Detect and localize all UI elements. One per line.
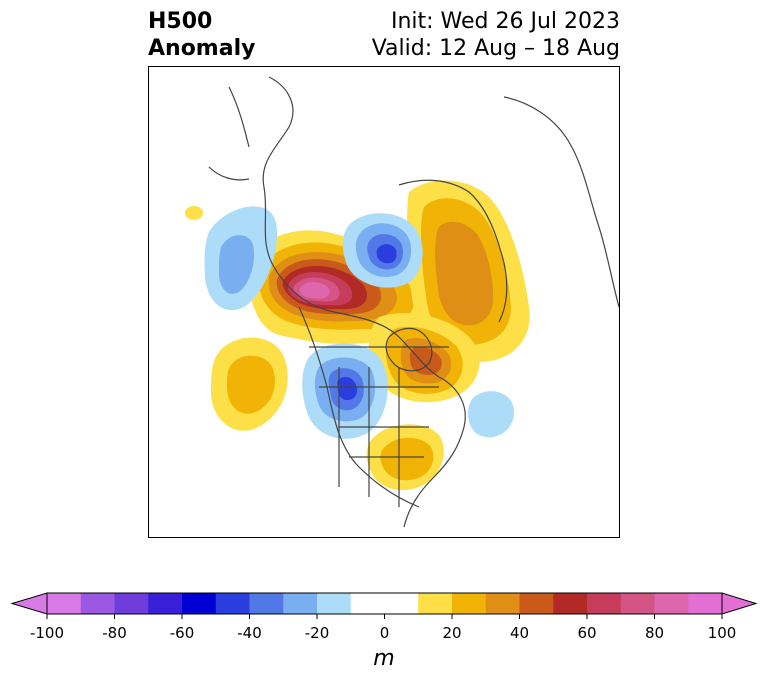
init-time: Init: Wed 26 Jul 2023 — [390, 9, 620, 34]
title-left: H500 Anomaly — [148, 8, 255, 62]
colorbar-tick-label: 0 — [380, 624, 390, 642]
colorbar-segment — [350, 593, 419, 614]
anomaly-ridge-greenland — [407, 180, 530, 362]
anomaly-trough-atlantic — [467, 391, 514, 438]
colorbar-segment — [485, 593, 520, 614]
colorbar-tick-label: -60 — [170, 624, 195, 642]
colorbar-segment — [452, 593, 487, 614]
colorbar-segment — [654, 593, 689, 614]
colorbar-tick-label: 100 — [708, 624, 737, 642]
colorbar-segment — [182, 593, 217, 614]
colorbar-segment — [47, 593, 82, 614]
anomaly-ridge-pacific — [185, 206, 288, 431]
colorbar-segment — [80, 593, 115, 614]
anomaly-trough-arctic — [342, 213, 423, 288]
colorbar-extend-low — [10, 592, 48, 615]
colorbar-extend-high — [721, 592, 758, 615]
colorbar: -100 -80 -60 -40 -20 0 20 40 60 80 100 — [10, 592, 758, 642]
colorbar-tick-label: 20 — [442, 624, 461, 642]
map-panel — [148, 66, 620, 538]
map-boundaries — [208, 76, 619, 528]
colorbar-tick-label: 80 — [645, 624, 664, 642]
colorbar-segment — [317, 593, 352, 614]
colorbar-tick-label: 40 — [510, 624, 529, 642]
colorbar-ticks: -100 -80 -60 -40 -20 0 20 40 60 80 100 — [30, 614, 736, 642]
colorbar-segments — [10, 592, 758, 615]
valid-range: Valid: 12 Aug – 18 Aug — [371, 36, 620, 61]
anomaly-trough-canada — [302, 343, 388, 439]
colorbar-tick-label: -20 — [305, 624, 330, 642]
colorbar-tick-label: -100 — [30, 624, 64, 642]
anomaly-trough-pacific — [204, 206, 278, 311]
title-right: Init: Wed 26 Jul 2023 Valid: 12 Aug – 18… — [372, 8, 620, 62]
colorbar-segment — [114, 593, 149, 614]
colorbar-tick-label: 60 — [577, 624, 596, 642]
colorbar-segment — [620, 593, 655, 614]
title-field: H500 — [148, 9, 213, 34]
colorbar-segment — [215, 593, 250, 614]
colorbar-segment — [688, 593, 723, 614]
colorbar-segment — [249, 593, 284, 614]
colorbar-segment — [418, 593, 453, 614]
colorbar-segment — [148, 593, 183, 614]
colorbar-segment — [283, 593, 318, 614]
colorbar-segment — [553, 593, 588, 614]
colorbar-segment — [587, 593, 622, 614]
title-type: Anomaly — [148, 36, 256, 61]
colorbar-segment — [519, 593, 554, 614]
colorbar-unit-label: m — [373, 646, 395, 671]
colorbar-tick-label: -40 — [237, 624, 262, 642]
colorbar-tick-label: -80 — [102, 624, 127, 642]
anomaly-map — [185, 76, 619, 528]
